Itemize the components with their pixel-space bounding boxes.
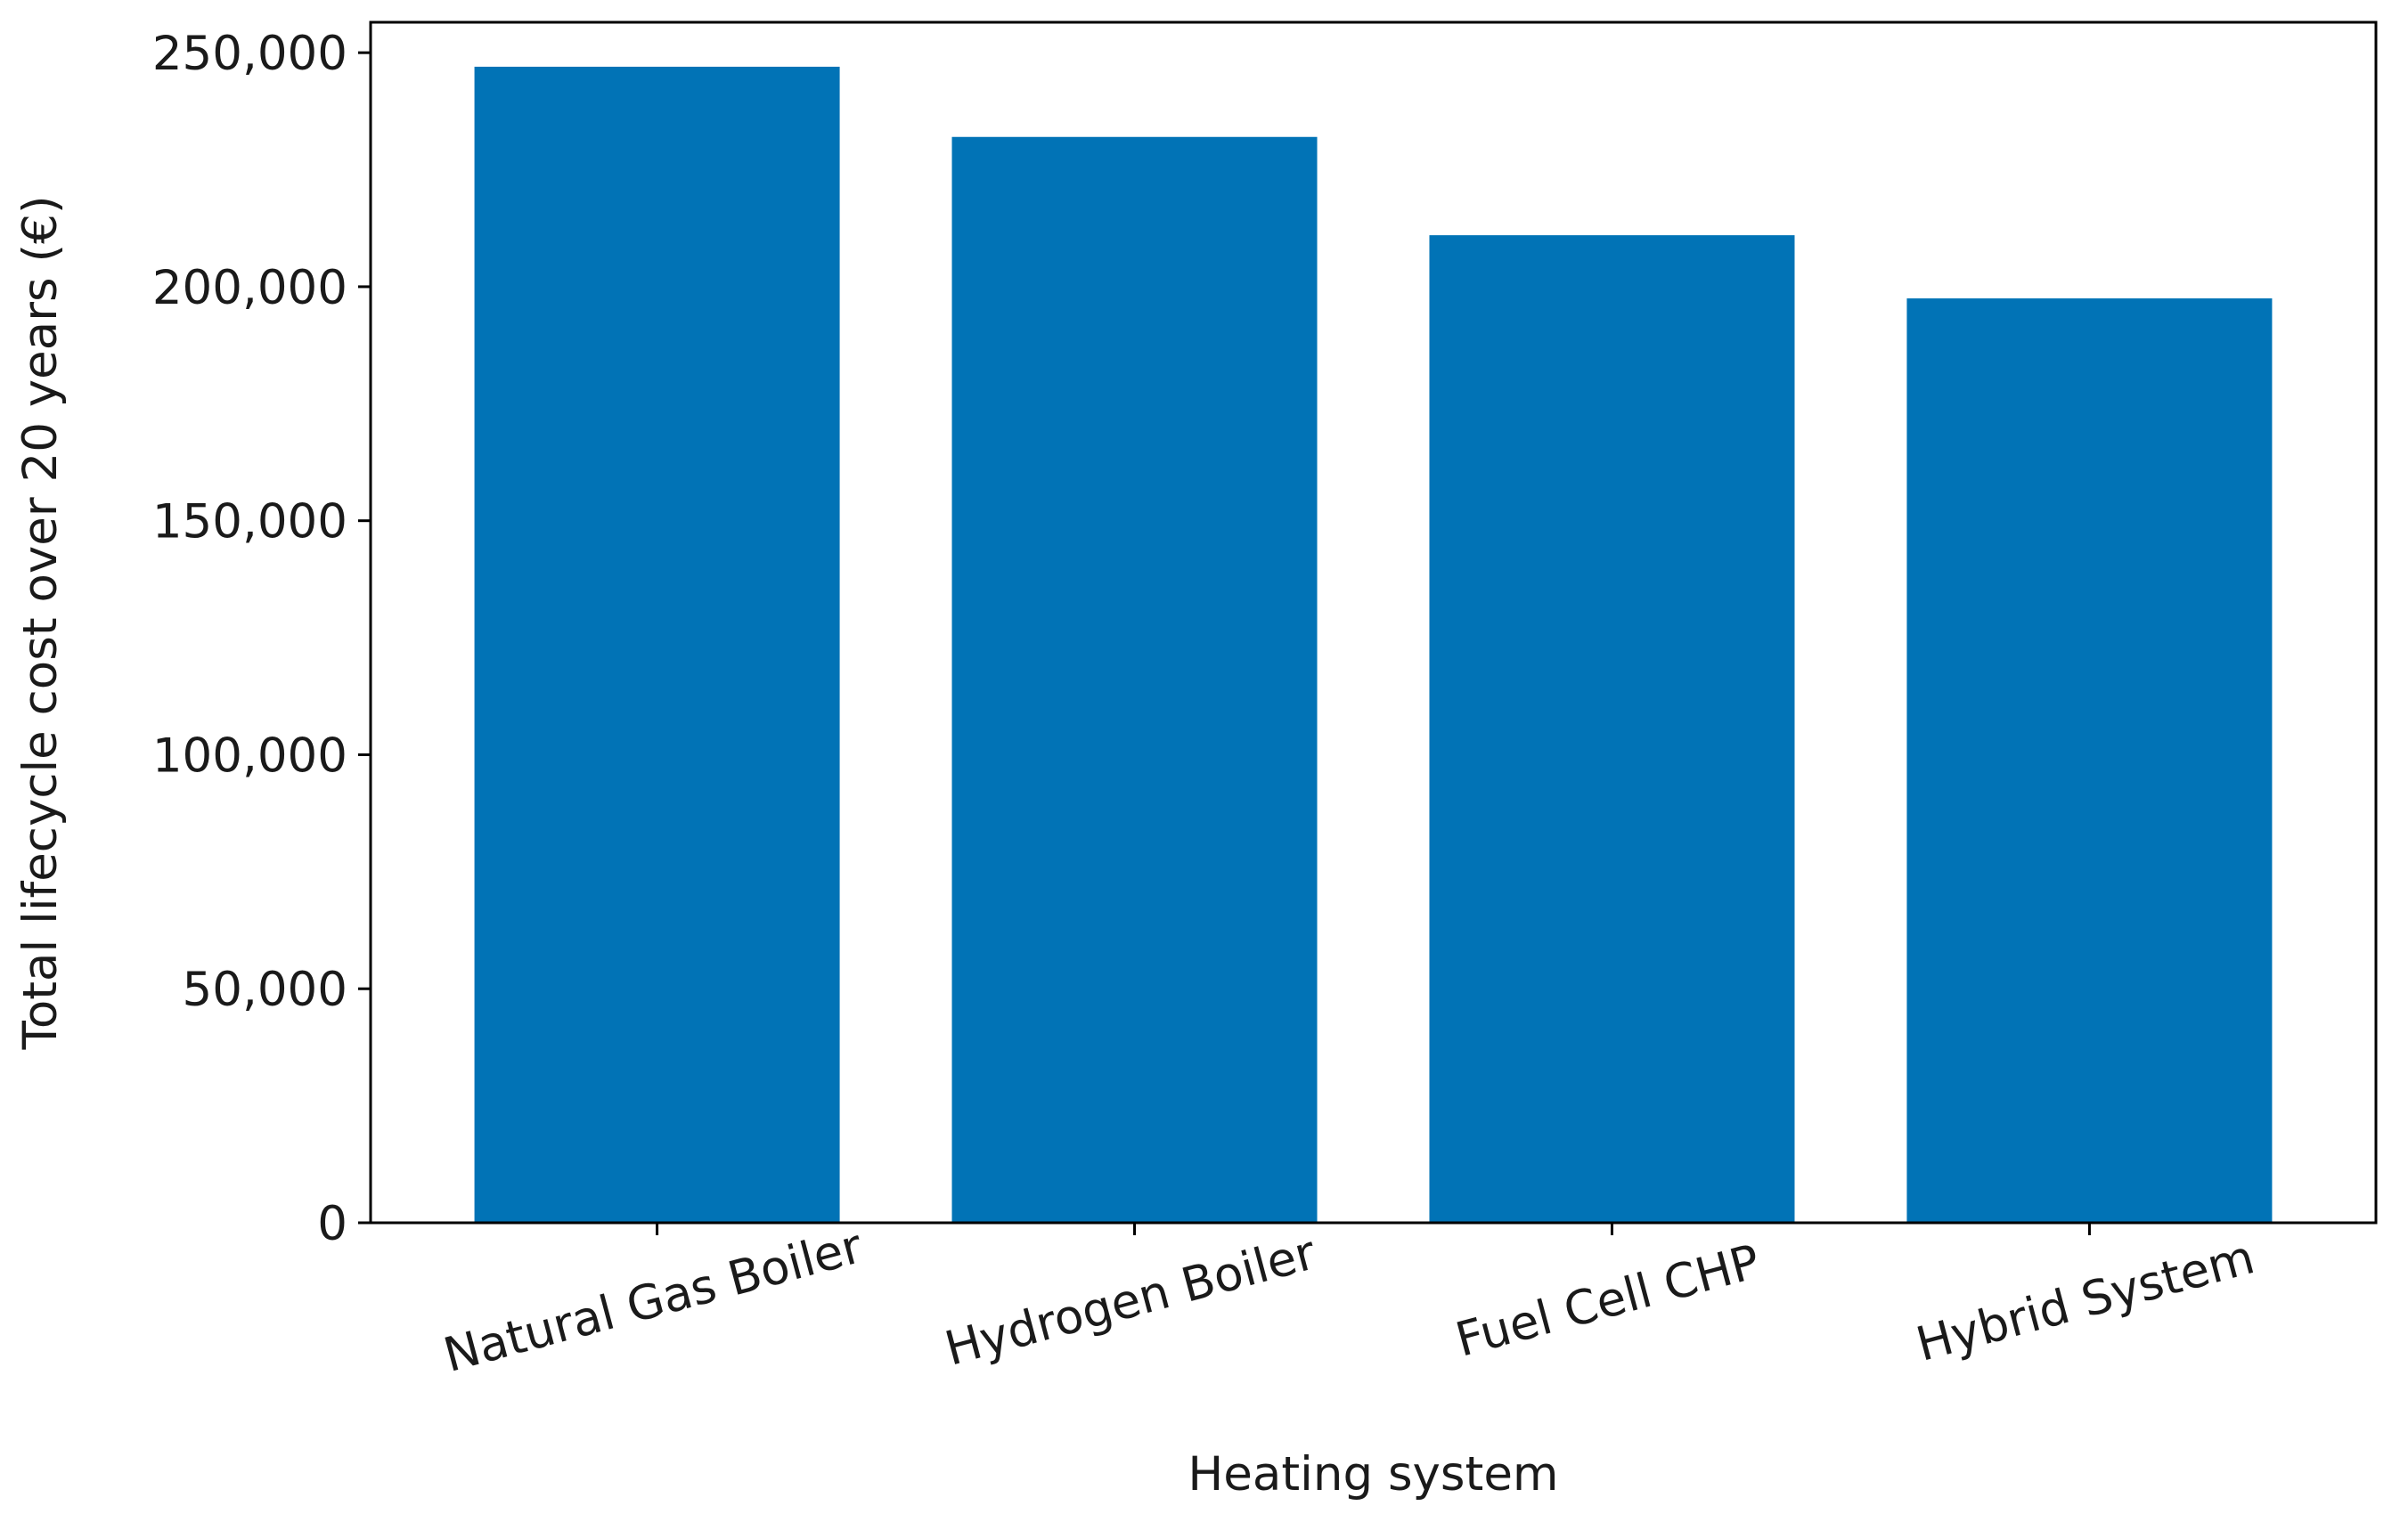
y-axis: 0 50,000 100,000 150,000 200,000 250,000 — [152, 27, 371, 1251]
y-tick-label: 100,000 — [152, 728, 347, 783]
plot-frame — [369, 20, 2378, 1225]
bar-4 — [1906, 298, 2273, 1223]
x-axis: Natural Gas Boiler Hydrogen Boiler Fuel Ce… — [438, 1219, 2260, 1383]
bar-1 — [474, 66, 840, 1224]
y-tick-label: 50,000 — [183, 963, 347, 1017]
bars — [474, 66, 2273, 1224]
y-tick-label: 150,000 — [152, 495, 347, 549]
y-tick-label: 250,000 — [152, 27, 347, 81]
x-tick-label: Natural Gas Boiler — [438, 1219, 869, 1383]
x-axis-title: Heating system — [1188, 1447, 1558, 1502]
y-tick-label: 0 — [317, 1197, 347, 1251]
x-tick-label: Hydrogen Boiler — [940, 1225, 1322, 1377]
bar-3 — [1429, 235, 1795, 1223]
x-tick-label: Fuel Cell CHP — [1450, 1234, 1766, 1368]
y-axis-title: Total lifecycle cost over 20 years (€) — [13, 195, 68, 1050]
bar-2 — [951, 136, 1318, 1223]
x-tick-label: Hybrid System — [1911, 1230, 2260, 1372]
y-tick-label: 200,000 — [152, 261, 347, 315]
